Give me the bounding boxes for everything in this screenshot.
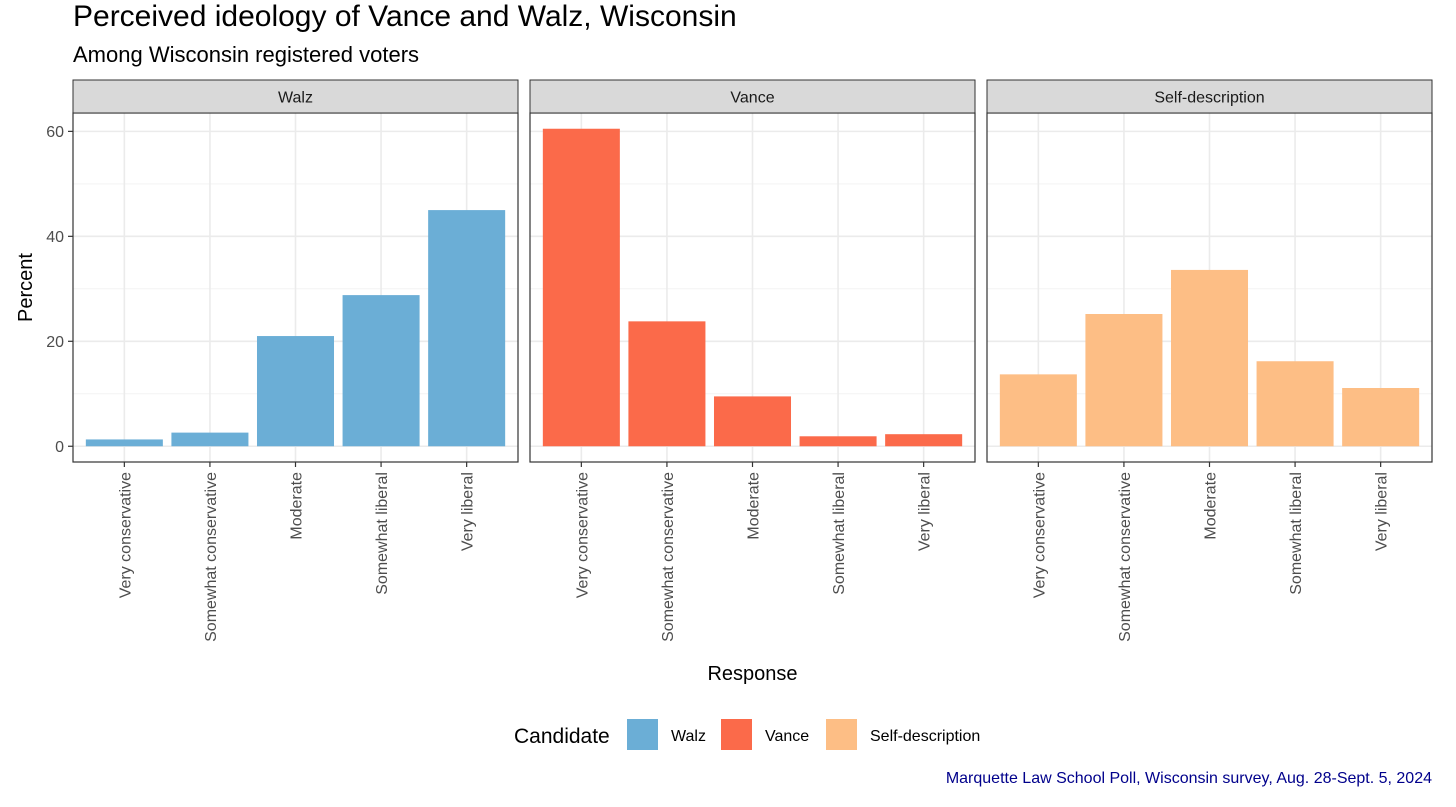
- bar-vance-somewhat-conservative: [628, 321, 706, 447]
- bar-self-description-very-liberal: [1342, 388, 1420, 447]
- facet-strip-label: Vance: [730, 90, 774, 107]
- y-tick-label: 20: [46, 334, 64, 351]
- chart-caption: Marquette Law School Poll, Wisconsin sur…: [945, 770, 1432, 787]
- y-tick-label: 40: [46, 229, 64, 246]
- chart-subtitle: Among Wisconsin registered voters: [73, 42, 420, 67]
- x-tick-label: Somewhat liberal: [831, 472, 848, 595]
- y-tick-label: 60: [46, 124, 64, 141]
- facet-panel-self-description: Self-description Very conservative Somewha…: [986, 79, 1433, 642]
- bar-vance-somewhat-liberal: [799, 436, 877, 447]
- bar-walz-somewhat-conservative: [171, 432, 249, 447]
- legend-label-self-description: Self-description: [870, 728, 980, 745]
- x-tick-label: Somewhat liberal: [1288, 472, 1305, 595]
- bar-vance-very-liberal: [885, 434, 963, 447]
- legend-key-walz: [627, 719, 658, 750]
- y-axis-title: Percent: [15, 253, 37, 322]
- chart-title: Perceived ideology of Vance and Walz, Wi…: [73, 0, 737, 33]
- bar-self-description-somewhat-liberal: [1256, 361, 1334, 447]
- x-tick-label: Somewhat conservative: [203, 472, 220, 642]
- x-tick-label: Somewhat liberal: [374, 472, 391, 595]
- x-tick-label: Very conservative: [574, 472, 591, 598]
- legend-label-walz: Walz: [671, 728, 706, 745]
- legend: Candidate Walz Vance Self-description: [514, 719, 980, 750]
- legend-key-vance: [721, 719, 752, 750]
- bar-walz-somewhat-liberal: [342, 295, 420, 447]
- facet-strip-label: Self-description: [1154, 90, 1264, 107]
- legend-title: Candidate: [514, 725, 610, 748]
- y-tick-label: 0: [55, 439, 64, 456]
- bar-walz-very-liberal: [428, 210, 506, 447]
- bar-self-description-moderate: [1170, 269, 1249, 447]
- y-axis: 0 20 40 60: [46, 124, 73, 456]
- x-tick-label: Somewhat conservative: [1117, 472, 1134, 642]
- x-tick-label: Very liberal: [917, 472, 934, 551]
- x-tick-label: Very conservative: [1031, 472, 1048, 598]
- facet-strip: [529, 79, 976, 114]
- bar-self-description-somewhat-conservative: [1085, 314, 1163, 447]
- x-tick-label: Very conservative: [117, 472, 134, 598]
- facet-strip: [72, 79, 519, 114]
- facet-panel-walz: Walz Very conservative Somewhat conservati…: [72, 79, 519, 642]
- facet-panel-vance: Vance Very conservative Somewhat conservat…: [529, 79, 976, 642]
- facet-strip-label: Walz: [278, 90, 313, 107]
- bar-walz-very-conservative: [85, 439, 163, 447]
- x-tick-label: Moderate: [289, 472, 306, 540]
- bar-vance-moderate: [713, 396, 792, 447]
- x-tick-label: Somewhat conservative: [660, 472, 677, 642]
- x-tick-label: Moderate: [1203, 472, 1220, 540]
- x-tick-label: Very liberal: [1374, 472, 1391, 551]
- bar-walz-moderate: [256, 336, 335, 447]
- facet-panels: Walz Very conservative Somewhat conservati…: [72, 79, 1433, 642]
- legend-key-self-description: [826, 719, 857, 750]
- x-axis-title: Response: [707, 663, 797, 685]
- bar-vance-very-conservative: [542, 128, 620, 447]
- facet-strip: [986, 79, 1433, 114]
- x-tick-label: Moderate: [746, 472, 763, 540]
- legend-label-vance: Vance: [765, 728, 809, 745]
- bar-self-description-very-conservative: [999, 374, 1077, 447]
- x-tick-label: Very liberal: [460, 472, 477, 551]
